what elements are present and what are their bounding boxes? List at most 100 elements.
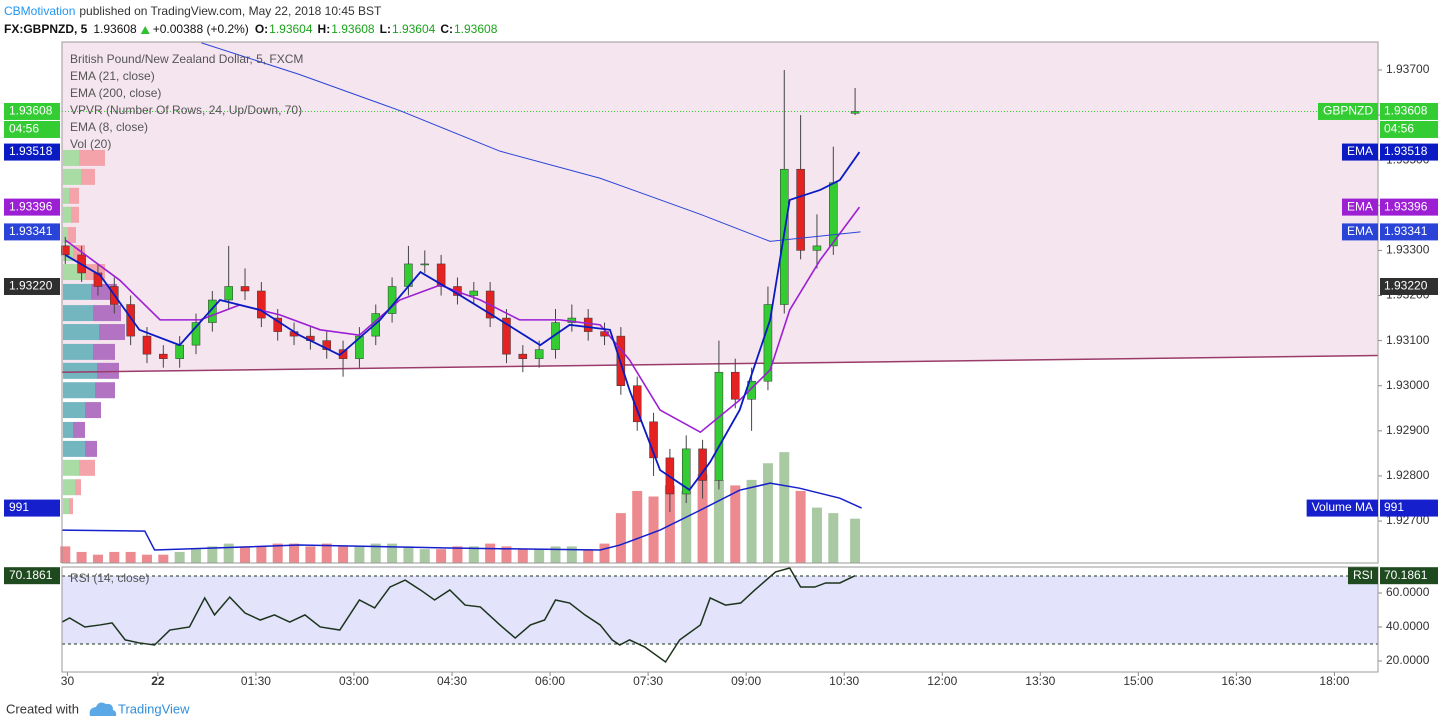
vpvr-up [63,459,79,476]
ohlc-key: L: [380,22,391,36]
y-tick-label: 60.0000 [1386,585,1430,599]
rsi-band [62,576,1378,644]
footer-brand[interactable]: TradingView [118,701,190,716]
y-tick-label: 1.93000 [1386,378,1430,392]
candle-body [273,317,282,332]
x-tick-label: 09:00 [731,674,761,688]
tag-box [4,143,60,161]
volume-bar [158,554,169,563]
vpvr-down [71,206,79,223]
volume-bar [92,554,103,563]
candle-body [126,304,135,337]
legend-entry: Vol (20) [70,137,111,151]
tag-box [1341,198,1378,216]
ohlc-value: 1.93604 [269,22,313,36]
tag-name: EMA [1347,224,1373,238]
vpvr-down [73,421,85,438]
ohlc-value: 1.93604 [392,22,436,36]
vpvr-up [63,187,69,204]
volume-bar [811,507,822,563]
footer-text: Created with [6,701,79,716]
candle-body [583,317,593,332]
x-tick-label: 13:30 [1025,674,1055,688]
volume-bar [125,551,136,563]
candle-body [159,353,168,359]
price-tag: 70.1861 [9,568,53,582]
volume-bar [583,549,594,563]
volume-bar [501,546,512,563]
tag-box [4,499,60,517]
candle-body [175,344,184,359]
vpvr-up [63,421,73,438]
candle-body [355,335,364,359]
volume-bar [272,543,283,563]
volume-bar [828,513,839,563]
tag-box [1380,198,1438,216]
shaded-zone [62,42,1378,373]
volume-bar [746,479,757,563]
candle-body [731,371,740,400]
tag-box [4,102,60,120]
tag-box [4,198,60,216]
x-tick-label: 22 [151,674,165,688]
ohlc-key: H: [318,22,331,36]
ema-line [64,206,861,434]
ohlc-key: C: [440,22,453,36]
vpvr-up [63,227,68,244]
publisher: CBMotivation [4,4,75,18]
tag-box [4,223,60,241]
volume-bar [403,546,414,563]
vpvr-down [81,168,95,185]
vpvr-up [63,362,97,379]
price-tag: 1.93341 [1384,224,1428,238]
volume-bar [681,490,692,563]
vpvr-down [75,479,81,496]
y-tick-label: 1.93300 [1386,243,1430,257]
candle-body [420,263,430,266]
price-tag: 04:56 [9,122,39,136]
volume-bar [141,554,152,563]
volume-bar [76,551,87,563]
volume-bar [321,543,332,563]
vpvr-down [99,324,125,341]
volume-bar [452,546,463,563]
volume-bar [338,546,349,563]
ema-line [64,151,861,492]
volume-bar [648,496,659,563]
legend-entry: RSI (14, close) [70,571,149,585]
y-tick-label: 1.92800 [1386,468,1430,482]
price-tag: 991 [9,500,29,514]
rsi-line [61,567,856,664]
change-arrow [140,26,150,34]
vpvr-up [63,382,95,399]
vpvr-up [63,168,81,185]
price-tag: 1.93341 [9,224,53,238]
chart-title: British Pound/New Zealand Dollar, 5, FXC… [70,52,303,66]
pane-frame [61,41,1379,564]
marks-layer [60,42,1379,664]
y-tick-label: 40.0000 [1386,619,1430,633]
volume-bar [387,543,398,563]
y-tick-label: 20.0000 [1386,653,1430,667]
vpvr-down [95,382,115,399]
vpvr-down [79,459,95,476]
volume-bar [697,474,708,563]
pane-frame [61,566,1379,673]
x-tick-label: 07:30 [633,674,663,688]
volume-bar [190,549,201,563]
tag-name: RSI [1353,568,1373,582]
candle-body [681,448,691,495]
candle-body [812,245,822,251]
volume-bar [419,549,430,563]
volume-bar [109,551,120,563]
candle-body [829,182,838,247]
candle-body [322,340,331,350]
candle-body [142,335,152,355]
price-tag: 991 [1384,500,1404,514]
legend-entry: EMA (200, close) [70,86,161,100]
tag-box [1317,102,1378,120]
x-tick-label: 01:30 [241,674,271,688]
volume-bar [779,452,790,563]
logo-icon [89,702,117,716]
